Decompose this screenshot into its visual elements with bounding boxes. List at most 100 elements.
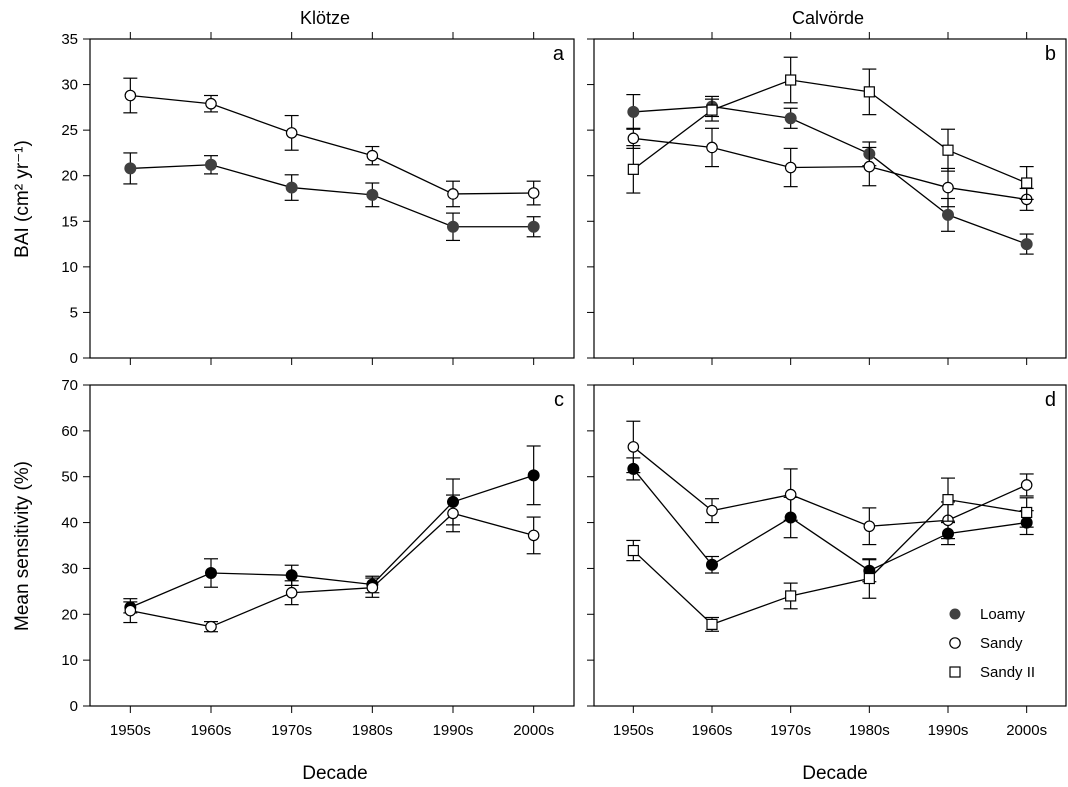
panel-c: c 0 10 20 30 40 50 60 70 1950s 1960s 1970s 1980s 1990…: [61, 377, 575, 739]
y-tick-label: 15: [61, 213, 78, 230]
y-tick-label: 20: [61, 606, 78, 623]
series-sandy: [626, 420, 1034, 546]
panel-b: b: [587, 32, 1067, 365]
panels-group: a 0 5 10 15 20 25 30 35 b c 0 10 20 30 40 50 60 70 1950s 196…: [61, 31, 1067, 739]
data-point: [447, 220, 459, 233]
y-tick-label: 30: [61, 560, 78, 577]
data-point: [785, 590, 797, 602]
x-tick-label: 1980s: [849, 722, 890, 739]
legend: Loamy Sandy Sandy II: [949, 606, 1035, 681]
panel-d: d 1950s 1960s 1970s 1980s 1990s 2000s: [587, 384, 1067, 739]
data-point: [1020, 238, 1033, 251]
data-point: [285, 586, 298, 599]
column-title-klotze: Klötze: [300, 8, 350, 28]
data-point: [863, 86, 875, 98]
data-point: [527, 529, 540, 542]
data-point: [942, 144, 954, 156]
series-sandy-ii: [626, 477, 1034, 632]
data-point: [124, 162, 137, 175]
x-tick-label: 1990s: [433, 722, 474, 739]
panel-frame: [593, 384, 1067, 707]
y-tick-label: 25: [61, 122, 78, 139]
x-axis-title-right: Decade: [802, 763, 868, 784]
data-point: [527, 187, 540, 199]
x-tick-label: 1970s: [770, 722, 811, 739]
legend-marker-sandy: [949, 637, 961, 649]
y-tick-label: 0: [70, 698, 78, 715]
data-point: [863, 520, 876, 533]
series-loamy: [626, 93, 1034, 255]
data-point: [1020, 479, 1033, 491]
x-tick-label: 1950s: [613, 722, 654, 739]
data-point: [942, 494, 954, 506]
y-tick-label: 70: [61, 377, 78, 394]
data-point: [205, 620, 217, 633]
data-point: [366, 188, 379, 201]
series-loamy: [123, 152, 541, 242]
x-tick-label: 1960s: [692, 722, 733, 739]
series-line: [632, 468, 1027, 572]
data-point: [285, 181, 298, 194]
data-point: [124, 604, 137, 617]
series-line: [633, 105, 1027, 245]
data-point: [447, 507, 459, 520]
data-point: [627, 441, 640, 453]
data-point: [1021, 506, 1033, 519]
x-tick-label: 2000s: [1006, 722, 1047, 739]
series-loamy: [123, 445, 541, 614]
panel-letter: b: [1045, 43, 1056, 65]
x-tick-label: 2000s: [513, 722, 554, 739]
data-point: [447, 188, 459, 200]
y-tick-label: 5: [70, 304, 78, 321]
data-point: [285, 127, 298, 139]
data-point: [1021, 177, 1033, 189]
series-line: [130, 164, 534, 228]
series-loamy: [626, 457, 1034, 583]
series-sandy: [123, 494, 541, 633]
legend-label: Sandy: [980, 635, 1023, 652]
data-point: [863, 572, 875, 585]
series-line: [130, 474, 534, 609]
y-tick-label: 0: [70, 350, 78, 367]
x-tick-label: 1990s: [928, 722, 969, 739]
panel-frame: [89, 38, 575, 359]
legend-label: Sandy II: [980, 664, 1035, 681]
data-point: [785, 74, 797, 86]
data-point: [205, 567, 217, 580]
y-axis-title-bai: BAI (cm² yr⁻¹): [12, 140, 33, 258]
y-tick-label: 40: [61, 515, 78, 532]
data-point: [627, 132, 640, 145]
series-sandy-ii: [626, 56, 1034, 201]
data-point: [942, 208, 954, 221]
y-tick-label: 10: [61, 652, 78, 669]
panel-frame: [593, 38, 1067, 359]
data-point: [784, 488, 797, 501]
data-point: [627, 544, 639, 557]
series-line: [632, 498, 1027, 626]
x-tick-label: 1960s: [191, 722, 232, 739]
data-point: [784, 161, 797, 174]
series-line: [130, 512, 534, 628]
panel-letter: a: [553, 43, 565, 65]
data-point: [366, 581, 379, 594]
data-point: [706, 104, 718, 116]
data-point: [205, 158, 217, 171]
y-axis-title-sensitivity: Mean sensitivity (%): [12, 461, 33, 631]
legend-label: Loamy: [980, 606, 1026, 623]
legend-marker-sandy-ii: [949, 666, 961, 678]
y-tick-label: 20: [61, 168, 78, 185]
data-point: [706, 504, 718, 517]
data-point: [784, 112, 797, 125]
series-line: [130, 94, 534, 195]
data-point: [942, 181, 954, 194]
data-point: [205, 97, 217, 110]
data-point: [527, 469, 540, 482]
panel-letter: c: [554, 389, 564, 411]
data-point: [527, 220, 540, 233]
data-point: [627, 163, 639, 175]
data-point: [124, 89, 137, 102]
series-line: [633, 137, 1027, 201]
panel-letter: d: [1045, 389, 1056, 411]
data-point: [863, 160, 876, 173]
